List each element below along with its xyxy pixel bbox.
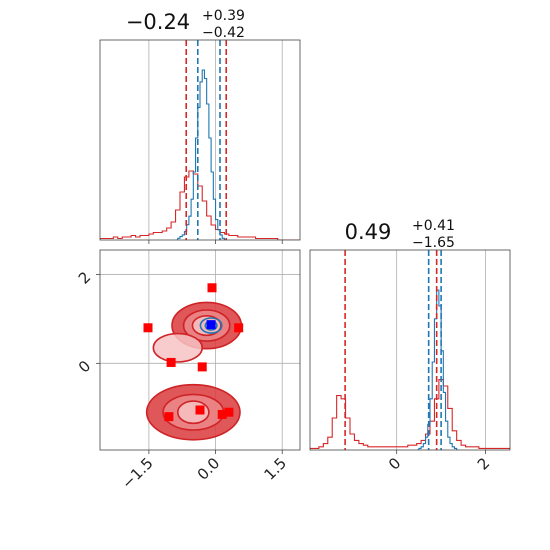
red-marker-1 <box>143 323 153 333</box>
tl-title-median: −0.24 <box>126 10 190 34</box>
red-marker-8 <box>217 409 227 419</box>
tl-blue-hist <box>175 69 227 240</box>
br-red-hist <box>310 379 510 450</box>
bl-ytick-label-1: 2 <box>75 268 94 287</box>
red-marker-4 <box>234 323 244 333</box>
tl-red-hist <box>100 170 300 240</box>
axes-frame-br <box>309 249 511 451</box>
bl-xtick-label-0: −1.5 <box>118 454 156 492</box>
br-title-plus: +0.41 <box>412 218 455 234</box>
bl-xtick-label-1: 0.0 <box>194 454 224 484</box>
tl-title-plus: +0.39 <box>202 8 245 24</box>
red-marker-5 <box>195 405 205 415</box>
tl-title-minus: −0.42 <box>202 25 245 41</box>
br-blue-hist <box>416 289 459 450</box>
axes-frame-bl <box>99 249 301 451</box>
blue-contour-0 <box>199 317 223 334</box>
axes-frame-tl <box>99 39 301 241</box>
tl-title: −0.24 +0.39−0.42 <box>126 8 245 41</box>
br-title-median: 0.49 <box>345 220 392 244</box>
red-marker-2 <box>166 357 176 367</box>
br-xtick-label-0: 0 <box>385 454 404 473</box>
red-marker-3 <box>197 362 207 372</box>
bl-ytick-label-0: 0 <box>75 357 94 376</box>
blue-marker-0 <box>206 320 216 330</box>
red-marker-0 <box>207 283 217 293</box>
red-contour-2-0 <box>152 332 204 363</box>
red-marker-7 <box>224 407 234 417</box>
bl-xtick-label-2: 1.5 <box>260 454 290 484</box>
br-xtick-label-1: 2 <box>474 454 493 473</box>
red-marker-6 <box>164 412 174 422</box>
br-title: 0.49 +0.41−1.65 <box>345 218 455 251</box>
br-title-minus: −1.65 <box>412 235 455 251</box>
